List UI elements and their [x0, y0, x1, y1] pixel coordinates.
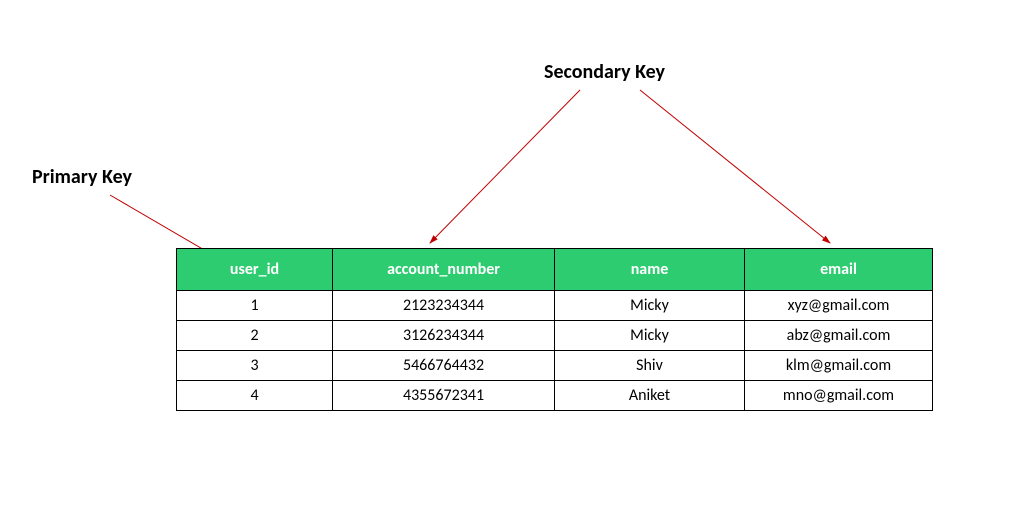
cell-email: abz@gmail.com — [745, 321, 933, 351]
db-table: user_idaccount_numbernameemail 121232343… — [176, 248, 933, 411]
table-row: 44355672341Aniketmno@gmail.com — [177, 381, 933, 411]
cell-user_id: 1 — [177, 291, 333, 321]
arrow-line-2 — [640, 90, 830, 243]
db-table-body: 12123234344Mickyxyz@gmail.com23126234344… — [177, 291, 933, 411]
cell-account_number: 4355672341 — [333, 381, 555, 411]
arrow-line-1 — [430, 90, 580, 243]
col-header-email: email — [745, 249, 933, 291]
primary-key-label: Primary Key — [32, 165, 132, 189]
cell-email: mno@gmail.com — [745, 381, 933, 411]
cell-email: xyz@gmail.com — [745, 291, 933, 321]
cell-email: klm@gmail.com — [745, 351, 933, 381]
cell-account_number: 2123234344 — [333, 291, 555, 321]
cell-user_id: 4 — [177, 381, 333, 411]
table-row: 35466764432Shivklm@gmail.com — [177, 351, 933, 381]
table-row: 12123234344Mickyxyz@gmail.com — [177, 291, 933, 321]
cell-account_number: 5466764432 — [333, 351, 555, 381]
db-table-header-row: user_idaccount_numbernameemail — [177, 249, 933, 291]
col-header-user_id: user_id — [177, 249, 333, 291]
arrow-group — [110, 90, 830, 258]
col-header-account_number: account_number — [333, 249, 555, 291]
diagram-canvas: Primary Key Secondary Key user_idaccount… — [0, 0, 1018, 508]
cell-user_id: 3 — [177, 351, 333, 381]
secondary-key-label: Secondary Key — [544, 60, 665, 84]
table-row: 23126234344Mickyabz@gmail.com — [177, 321, 933, 351]
col-header-name: name — [555, 249, 745, 291]
cell-account_number: 3126234344 — [333, 321, 555, 351]
cell-name: Shiv — [555, 351, 745, 381]
db-table-head: user_idaccount_numbernameemail — [177, 249, 933, 291]
cell-name: Micky — [555, 321, 745, 351]
cell-name: Micky — [555, 291, 745, 321]
cell-name: Aniket — [555, 381, 745, 411]
cell-user_id: 2 — [177, 321, 333, 351]
